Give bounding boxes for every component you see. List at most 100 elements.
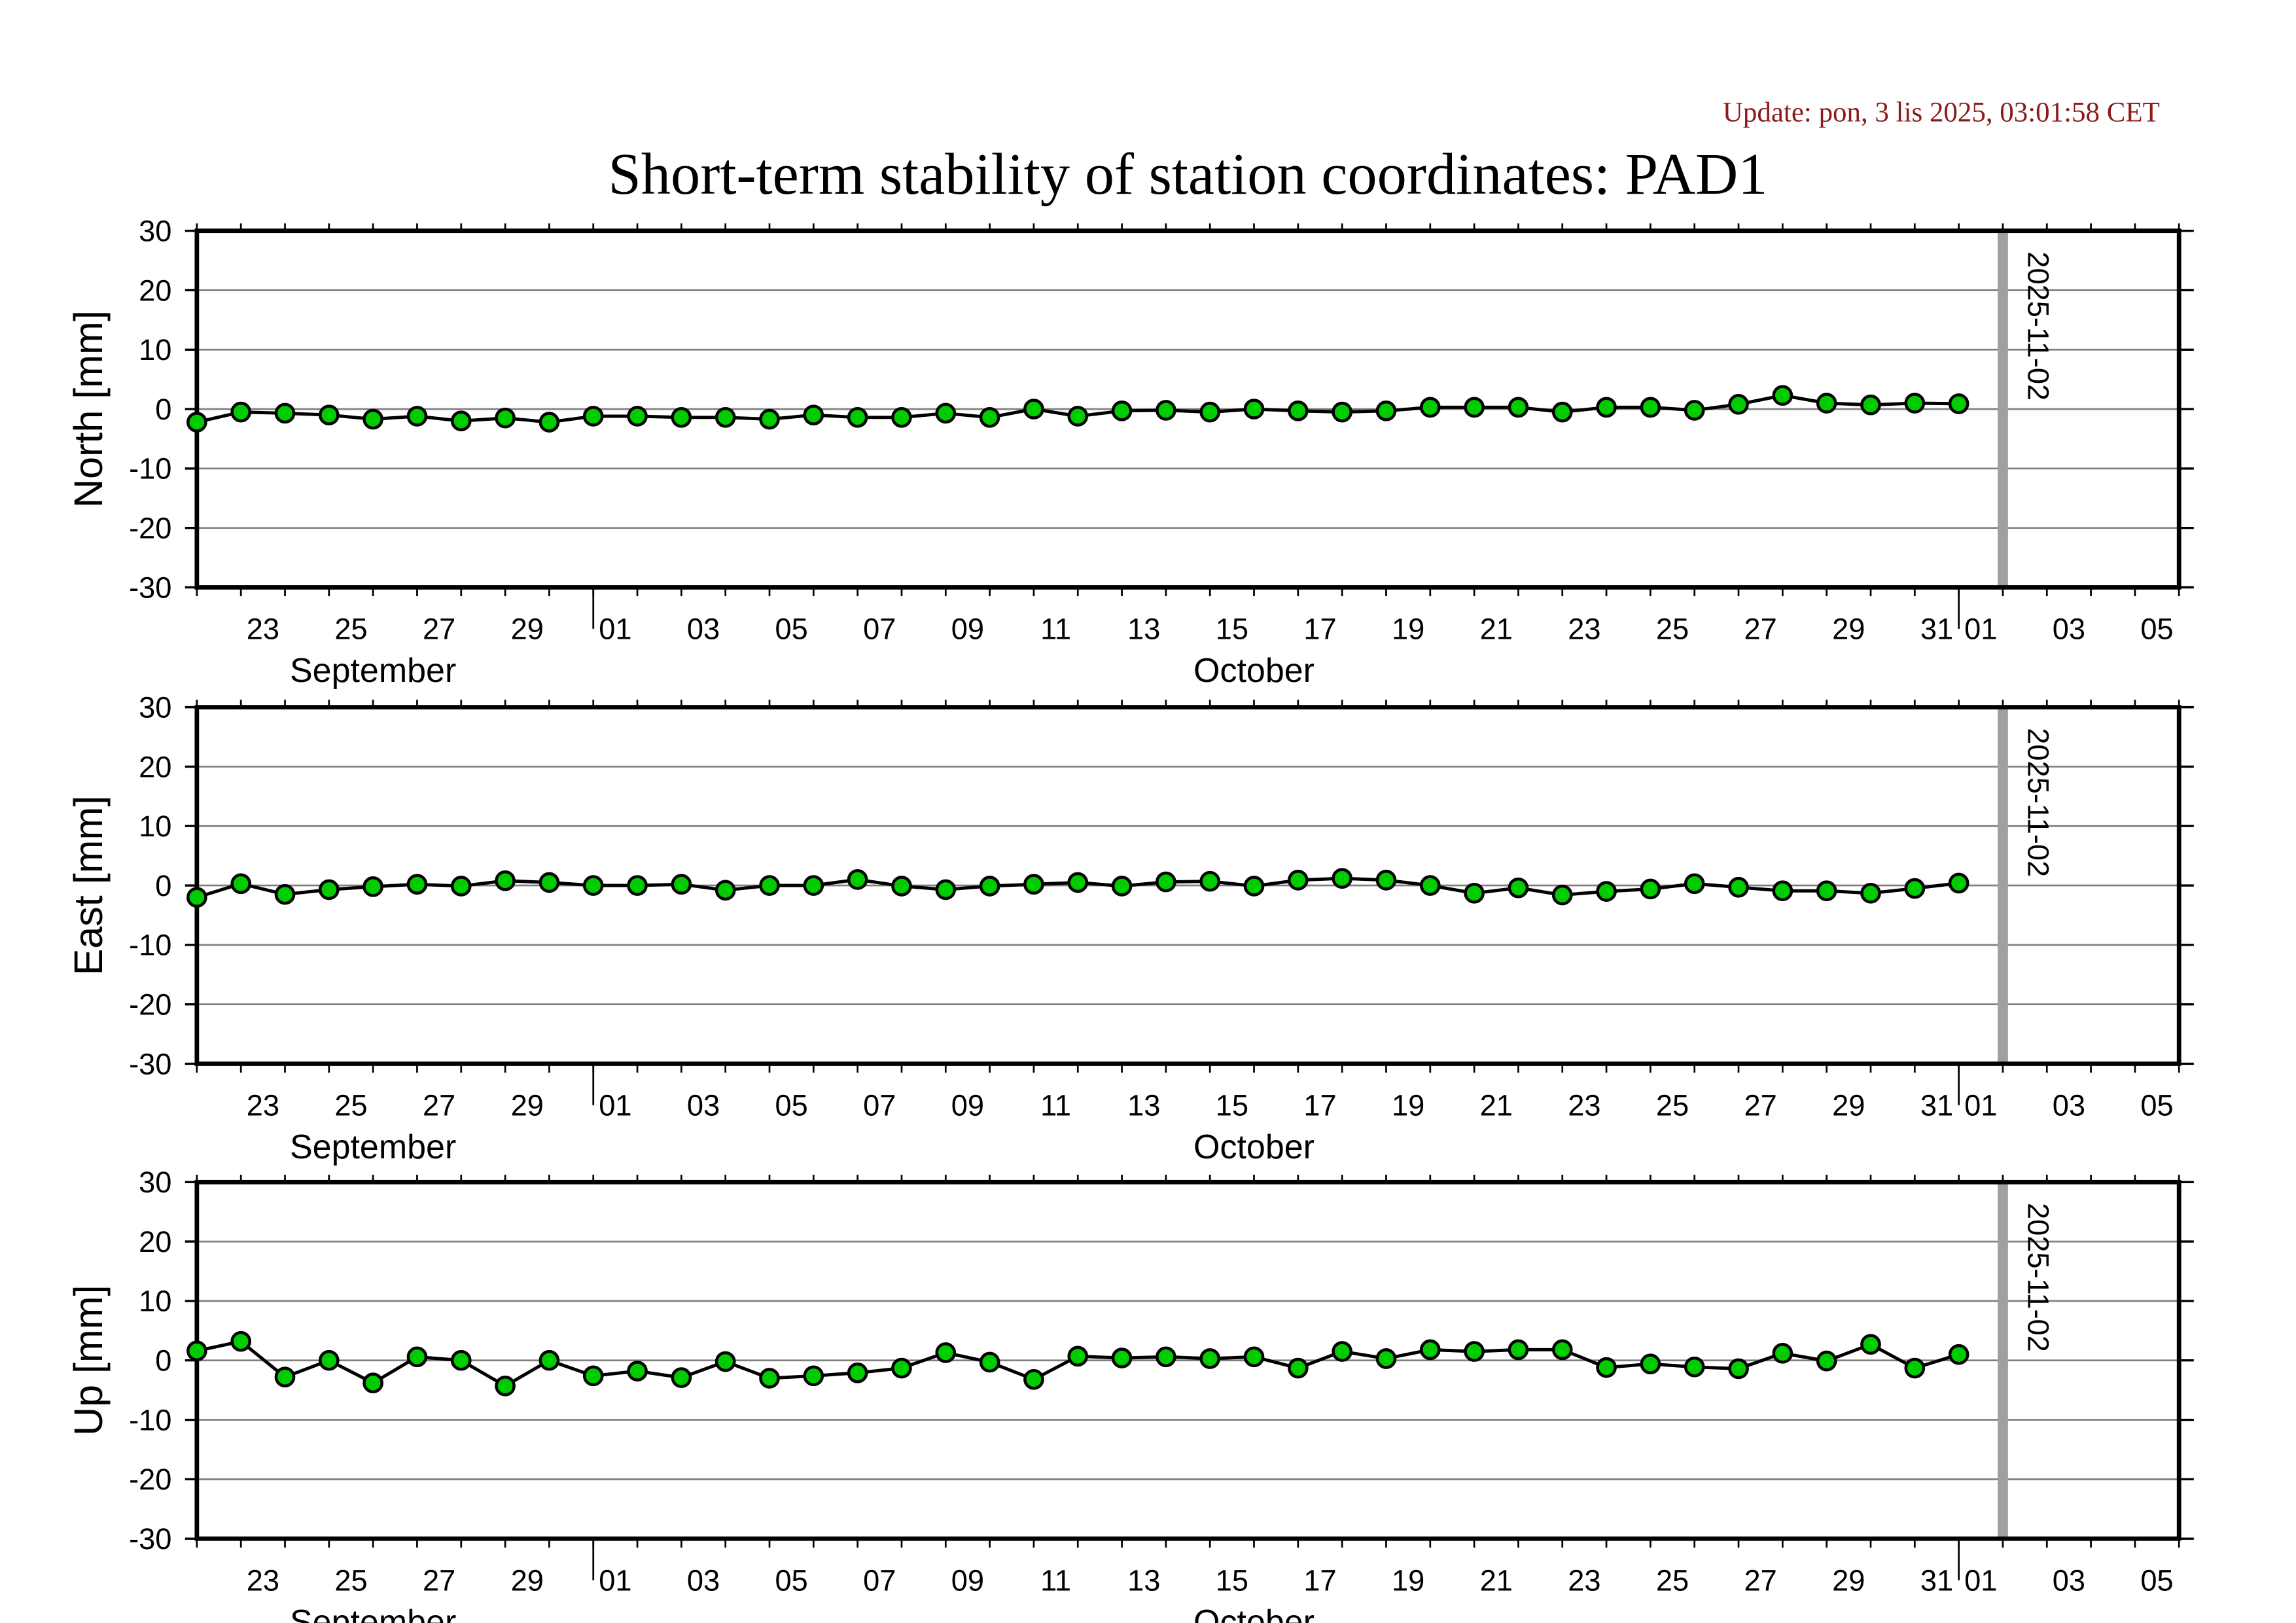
y-tick-label: -20 <box>129 1463 171 1496</box>
data-point <box>1728 393 1749 415</box>
data-point <box>1023 874 1044 895</box>
y-tick-label: 20 <box>139 750 171 783</box>
x-tick-label: 13 <box>1127 613 1160 646</box>
data-point <box>1156 871 1176 893</box>
data-point <box>450 410 472 432</box>
x-tick-label: 21 <box>1480 1089 1513 1122</box>
data-point <box>406 874 428 895</box>
event-label: 2025-11-02 <box>2021 1203 2055 1352</box>
data-point <box>627 1361 648 1382</box>
y-tick-label: 0 <box>155 869 171 902</box>
data-point <box>1596 1357 1617 1378</box>
data-point <box>1067 1346 1089 1367</box>
x-tick-label: 09 <box>951 1089 984 1122</box>
data-point <box>186 412 207 433</box>
data-point <box>274 1366 296 1387</box>
x-tick-label: 23 <box>1568 613 1600 646</box>
data-point <box>1243 876 1265 897</box>
x-tick-label: 09 <box>951 613 984 646</box>
y-tick-label: -30 <box>129 571 171 604</box>
data-point <box>318 1349 340 1371</box>
data-point <box>891 876 912 897</box>
data-point <box>539 872 560 893</box>
y-tick-label: 30 <box>139 1166 171 1199</box>
data-point <box>1596 881 1617 902</box>
x-tick-label: 15 <box>1216 1563 1248 1597</box>
x-tick-label: 23 <box>1568 1089 1600 1122</box>
data-point <box>803 1365 824 1387</box>
data-point <box>1464 883 1485 904</box>
month-label: October <box>1193 1603 1315 1623</box>
x-tick-label: 29 <box>511 1089 544 1122</box>
data-point <box>362 1372 383 1394</box>
x-tick-label: 25 <box>1656 1563 1689 1597</box>
x-tick-label: 21 <box>1480 1563 1513 1597</box>
data-point <box>1551 884 1573 906</box>
data-point <box>1508 877 1529 899</box>
x-tick-label: 17 <box>1303 1089 1336 1122</box>
y-tick-label: -20 <box>129 512 171 545</box>
data-point <box>1243 399 1265 419</box>
data-point <box>495 1375 516 1397</box>
data-point <box>230 873 252 895</box>
data-point <box>1551 401 1573 423</box>
data-point <box>1948 872 1969 894</box>
data-point <box>1772 1343 1793 1364</box>
x-tick-label: 25 <box>334 1089 367 1122</box>
data-point <box>715 880 736 901</box>
data-point <box>1772 880 1793 902</box>
x-tick-label: 25 <box>1656 613 1689 646</box>
data-point <box>1067 406 1089 427</box>
data-point <box>318 404 340 425</box>
data-point <box>935 402 957 424</box>
update-timestamp: Update: pon, 3 lis 2025, 03:01:58 CET <box>1723 97 2160 128</box>
y-tick-label: 30 <box>139 690 171 724</box>
data-point <box>582 875 604 896</box>
data-point <box>582 1365 604 1387</box>
data-point <box>1904 1357 1926 1379</box>
data-point <box>274 402 296 424</box>
data-point <box>935 879 957 901</box>
data-point <box>1772 385 1793 406</box>
data-point <box>1728 1358 1749 1380</box>
data-point <box>1111 876 1133 897</box>
data-point <box>186 1340 207 1362</box>
x-tick-label: 25 <box>1656 1089 1689 1122</box>
x-tick-label: 01 <box>599 1089 631 1122</box>
x-tick-label: 27 <box>423 613 455 646</box>
data-point <box>1684 400 1705 421</box>
x-tick-label: 13 <box>1127 1563 1160 1597</box>
data-point <box>671 874 692 895</box>
x-tick-label: 23 <box>247 613 279 646</box>
data-point <box>671 1367 692 1388</box>
data-point <box>406 406 428 427</box>
y-tick-label: -30 <box>129 1522 171 1556</box>
data-point <box>1948 393 1969 414</box>
x-tick-label: 03 <box>2053 1089 2085 1122</box>
data-point <box>1023 1368 1044 1390</box>
x-tick-label: 29 <box>511 613 544 646</box>
x-tick-label: 17 <box>1303 1563 1336 1597</box>
x-tick-label: 11 <box>1040 1563 1071 1597</box>
x-tick-label: 01 <box>599 1563 631 1597</box>
x-tick-label: 03 <box>2053 1563 2085 1597</box>
y-axis-label: East [mm] <box>66 796 111 976</box>
data-point <box>759 1368 780 1389</box>
data-point <box>495 870 516 891</box>
data-point <box>1684 1356 1705 1378</box>
data-point <box>1332 401 1352 423</box>
data-point <box>627 406 648 427</box>
data-point <box>1948 1344 1969 1365</box>
x-tick-label: 03 <box>687 1089 720 1122</box>
y-tick-label: -20 <box>129 988 171 1021</box>
x-tick-label: 11 <box>1040 1089 1071 1122</box>
data-point <box>1243 1346 1265 1368</box>
data-point <box>1023 399 1044 419</box>
data-point <box>1508 397 1529 418</box>
data-point <box>1860 883 1881 904</box>
data-point <box>1816 1350 1837 1372</box>
data-point <box>803 404 824 425</box>
data-point <box>539 1349 560 1371</box>
data-point <box>539 412 560 433</box>
